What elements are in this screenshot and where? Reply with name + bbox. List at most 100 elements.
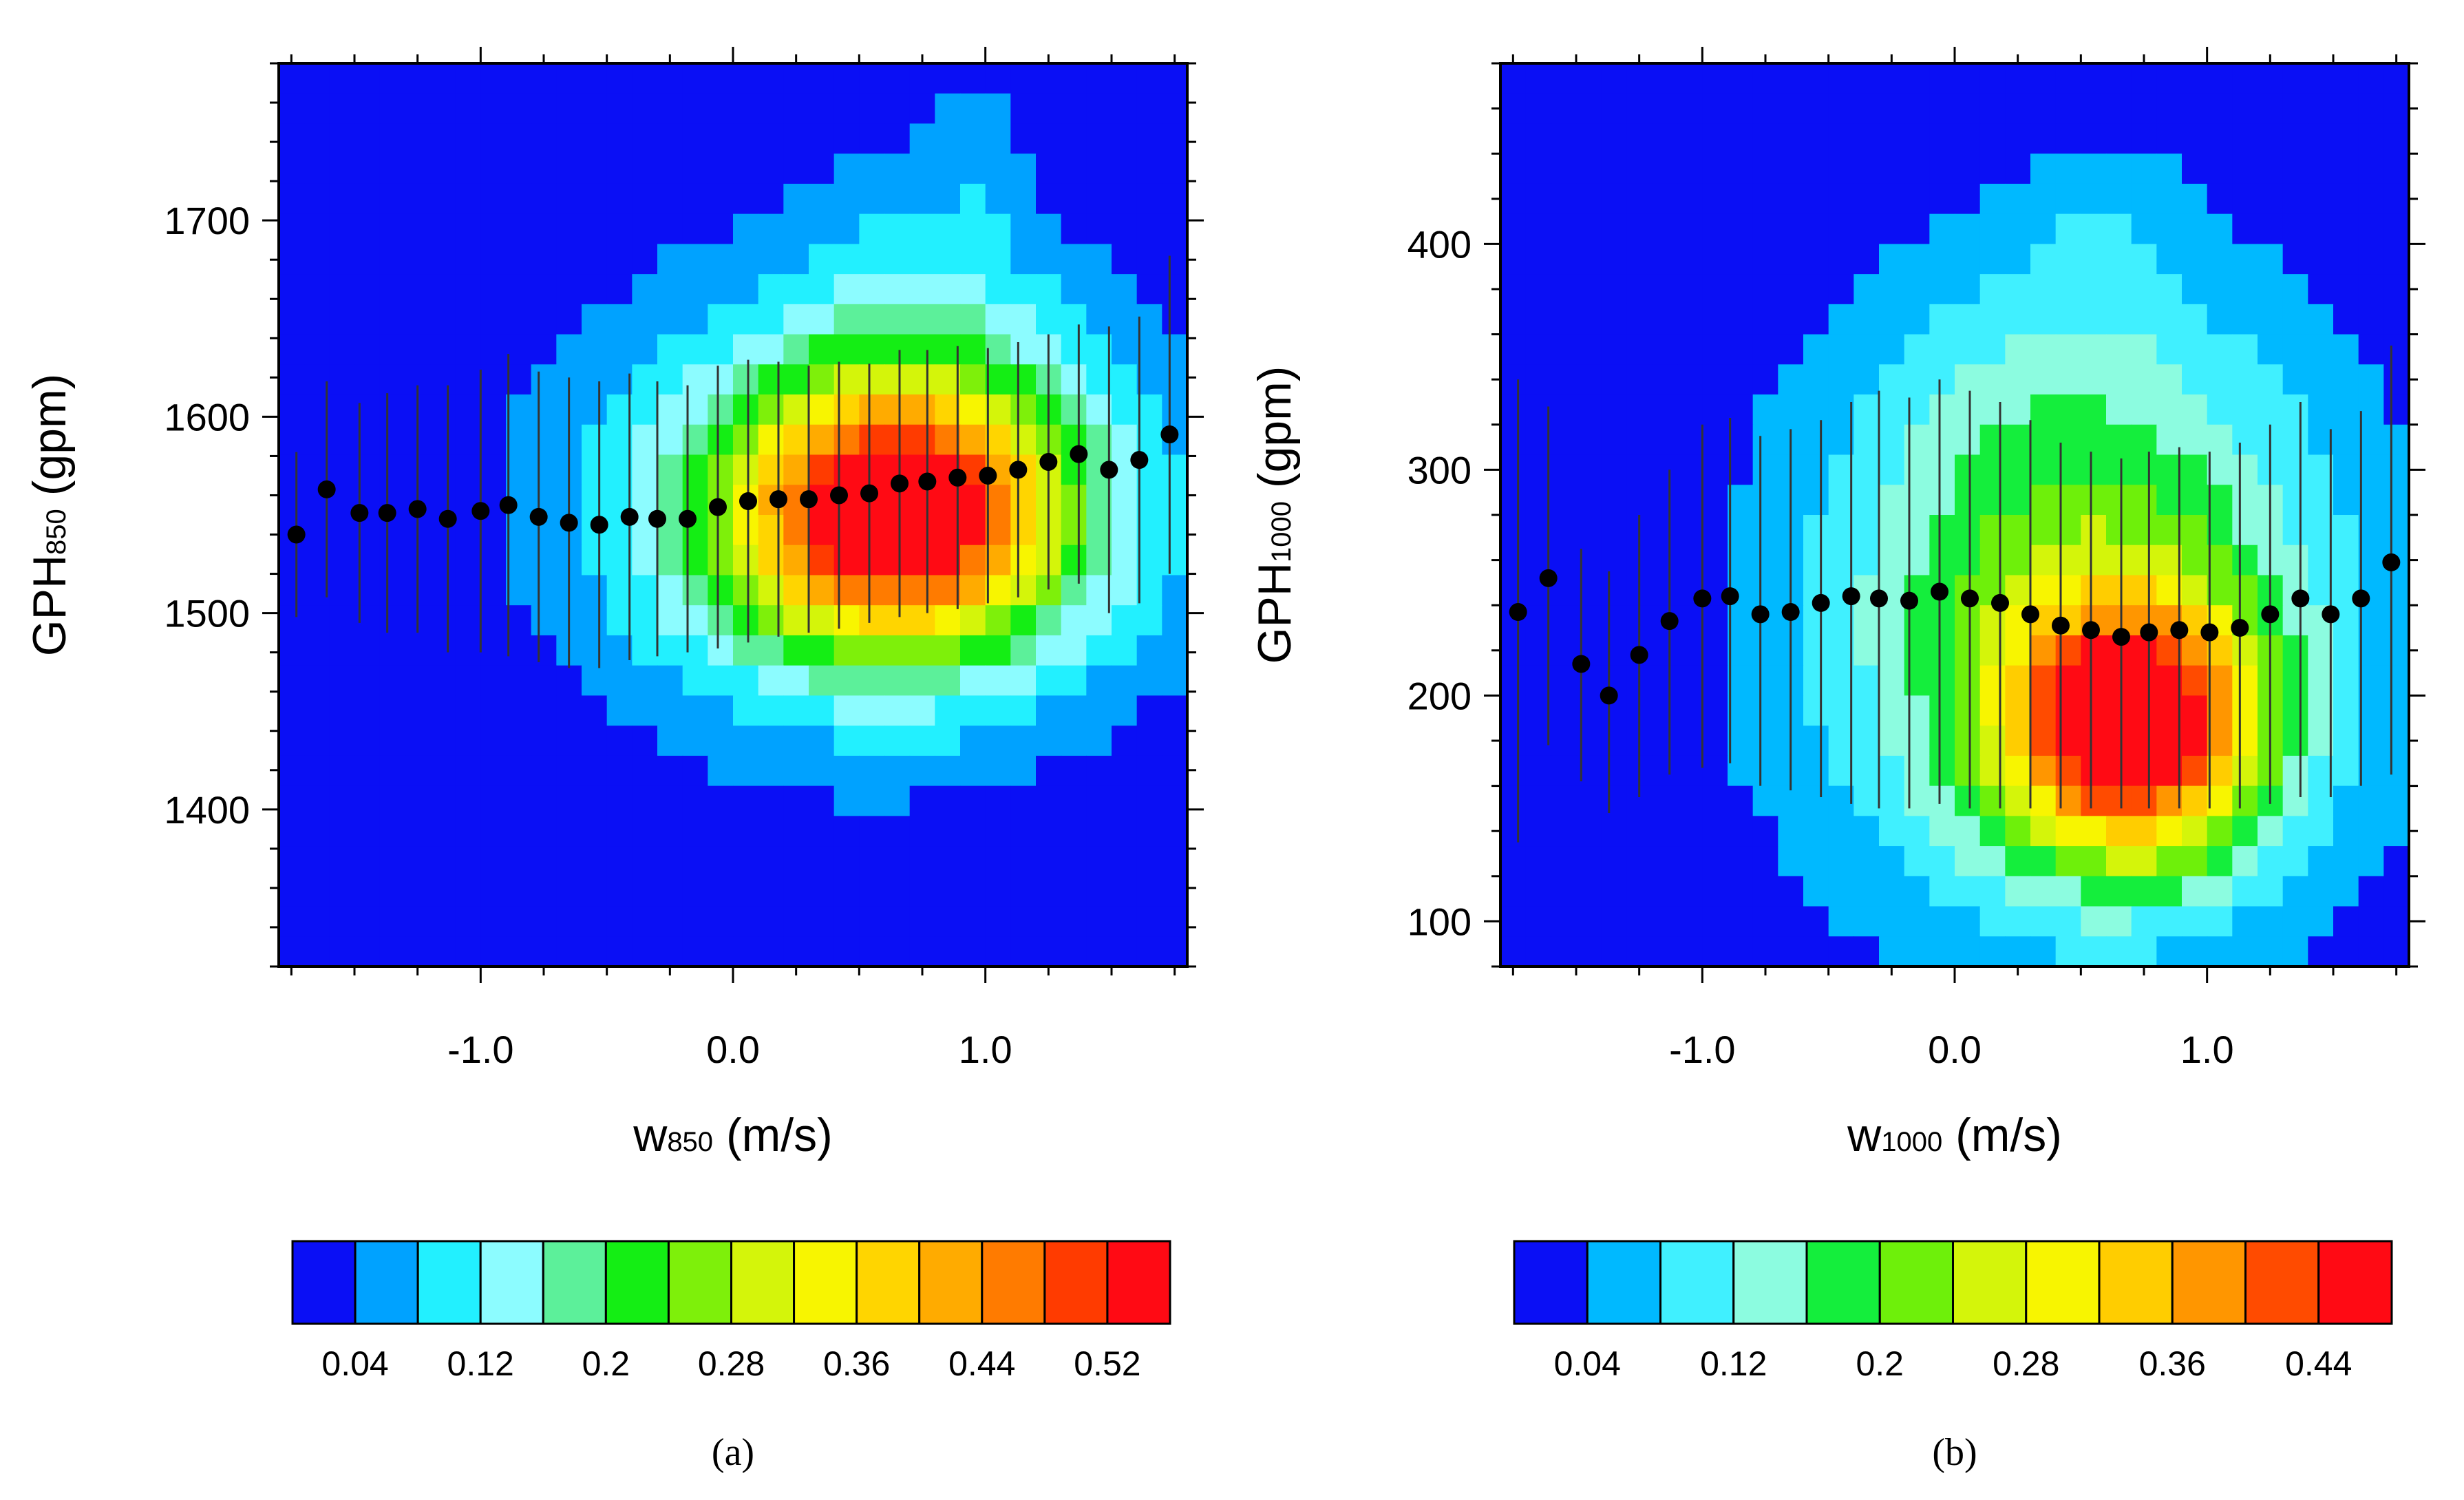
y-tick-label: 1600 <box>164 395 250 439</box>
heatmap-cell <box>935 936 961 967</box>
heatmap-cell <box>632 93 658 125</box>
heatmap-cell <box>657 605 683 636</box>
heatmap-cell <box>1854 334 1880 365</box>
heatmap-cell <box>935 816 961 847</box>
heatmap-cell <box>2207 575 2233 606</box>
heatmap-cell <box>480 244 507 275</box>
heatmap-cell <box>985 906 1011 937</box>
heatmap-cell <box>1500 244 1527 275</box>
heatmap-cell <box>1955 635 1981 666</box>
mean-point <box>2140 623 2158 642</box>
heatmap-cell <box>405 213 431 244</box>
heatmap-cell <box>985 936 1011 967</box>
heatmap-cell <box>1010 123 1037 154</box>
heatmap-cell <box>1929 364 1955 395</box>
heatmap-cell <box>2207 93 2233 125</box>
heatmap-cell <box>2030 154 2057 184</box>
heatmap-cell <box>1904 876 1930 907</box>
heatmap-cell <box>657 244 683 275</box>
heatmap-cell <box>859 244 885 275</box>
heatmap-cell <box>935 726 961 757</box>
mean-points-a <box>287 425 1179 544</box>
heatmap-cell <box>1879 274 1905 305</box>
heatmap-cell <box>909 726 935 757</box>
heatmap-cell <box>859 846 885 877</box>
heatmap-cell <box>2106 936 2132 967</box>
heatmap-cell <box>1879 785 1905 816</box>
heatmap-cell <box>1162 93 1188 125</box>
heatmap-cell <box>455 665 481 696</box>
heatmap-cell <box>1162 785 1188 816</box>
heatmap-cell <box>657 906 683 937</box>
heatmap-cell <box>1778 213 1804 244</box>
heatmap-cell <box>405 244 431 275</box>
heatmap-cell <box>1828 605 1854 636</box>
heatmap-cell <box>455 183 481 215</box>
heatmap-cell <box>430 485 456 516</box>
heatmap-cell <box>884 726 911 757</box>
heatmap-cell <box>1576 485 1602 516</box>
heatmap-cell <box>708 785 734 816</box>
heatmap-cell <box>833 906 860 937</box>
heatmap-cell <box>2055 816 2081 847</box>
heatmap-cell <box>2055 63 2081 94</box>
heatmap-cell <box>2030 63 2057 94</box>
heatmap-cell <box>2106 304 2132 335</box>
heatmap-cell <box>884 334 911 365</box>
heatmap-cell <box>1551 274 1577 305</box>
heatmap-cell <box>657 785 683 816</box>
heatmap-cell <box>884 394 911 425</box>
heatmap-cell <box>1803 454 1829 485</box>
heatmap-cell <box>1728 213 1754 244</box>
colorbar-box <box>542 1240 607 1325</box>
heatmap-cell <box>1500 515 1527 546</box>
heatmap-cell <box>1010 394 1037 425</box>
heatmap-cell <box>2383 304 2410 335</box>
heatmap-cell <box>1979 726 2006 757</box>
heatmap-cell <box>1803 154 1829 184</box>
heatmap-cell <box>1803 785 1829 816</box>
colorbar-box <box>667 1240 732 1325</box>
heatmap-cell <box>859 93 885 125</box>
heatmap-cell <box>2030 785 2057 816</box>
heatmap-cell <box>1112 304 1138 335</box>
heatmap-cell <box>2383 364 2410 395</box>
heatmap-cell <box>1061 213 1087 244</box>
heatmap-cell <box>859 545 885 576</box>
heatmap-cell <box>1576 364 1602 395</box>
heatmap-cell <box>1112 846 1138 877</box>
mean-point <box>709 498 727 516</box>
heatmap-cell <box>329 876 355 907</box>
heatmap-cell <box>480 635 507 666</box>
heatmap-cell <box>733 936 759 967</box>
heatmap-cell <box>2383 334 2410 365</box>
heatmap-cell <box>657 726 683 757</box>
heatmap-cell <box>960 213 986 244</box>
heatmap-cell <box>1702 906 1728 937</box>
heatmap-cell <box>379 665 405 696</box>
heatmap-cell <box>1162 454 1188 485</box>
heatmap-cell <box>1752 123 1778 154</box>
heatmap-cell <box>2333 454 2359 485</box>
mean-point <box>471 502 490 520</box>
heatmap-cell <box>2232 394 2258 425</box>
heatmap-cell <box>531 63 557 94</box>
heatmap-cell <box>758 695 784 726</box>
heatmap-cell <box>809 394 835 425</box>
heatmap-cell <box>657 755 683 787</box>
heatmap-cell <box>632 695 658 726</box>
heatmap-cell <box>2156 936 2182 967</box>
heatmap-cell <box>2358 123 2384 154</box>
heatmap-cell <box>708 755 734 787</box>
heatmap-cell <box>556 244 582 275</box>
colorbar-box <box>479 1240 544 1325</box>
heatmap-cell <box>2358 785 2384 816</box>
heatmap-cell <box>733 274 759 305</box>
heatmap-cell <box>909 304 935 335</box>
heatmap-cell <box>1854 906 1880 937</box>
heatmap-cell <box>354 93 381 125</box>
heatmap-cell <box>2081 213 2107 244</box>
heatmap-cell <box>582 665 608 696</box>
heatmap-cell <box>682 304 708 335</box>
heatmap-cell <box>556 93 582 125</box>
